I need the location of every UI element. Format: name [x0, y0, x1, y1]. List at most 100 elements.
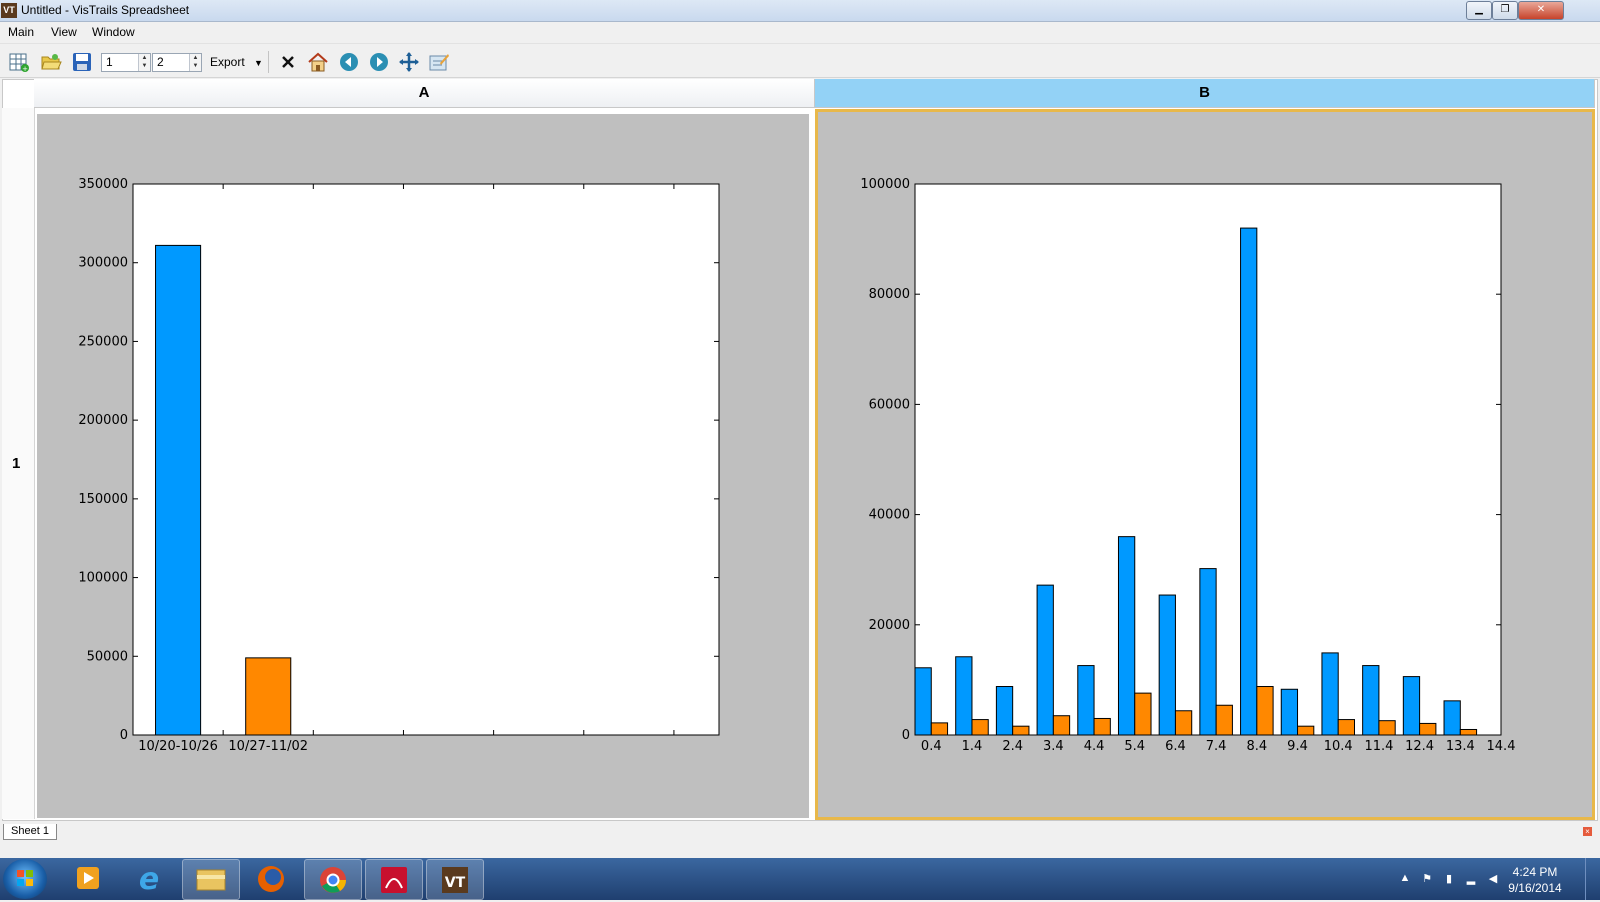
internet-explorer-task[interactable]: e: [121, 859, 177, 898]
spin-arrows-icon[interactable]: ▲ ▼: [189, 54, 201, 71]
x-tick-label: 10/27-11/02: [228, 739, 308, 754]
home-icon[interactable]: [307, 51, 329, 73]
x-tick-label: 1.4: [962, 739, 983, 754]
x-tick-label: 0.4: [921, 739, 942, 754]
volume-muted-icon[interactable]: ◀: [1488, 873, 1498, 885]
network-signal-icon[interactable]: ▂: [1466, 873, 1476, 885]
bar-series1-1.4: [955, 656, 973, 736]
export-button[interactable]: Export ▼: [210, 55, 263, 69]
firefox-task[interactable]: [243, 859, 299, 898]
menu-window[interactable]: Window: [92, 25, 135, 39]
new-sheet-icon[interactable]: +: [8, 51, 30, 73]
bar-series1-0.4: [914, 667, 932, 736]
close-sheet-icon[interactable]: ×: [1583, 827, 1592, 836]
row-header-1[interactable]: 1: [2, 108, 35, 819]
bar-series2-3.4: [1052, 715, 1071, 736]
firefox-icon: [258, 866, 284, 892]
save-icon[interactable]: [71, 51, 93, 73]
adobe-reader-task[interactable]: [365, 859, 423, 900]
bar-series2-0.4: [930, 722, 949, 736]
x-tick-label: 6.4: [1165, 739, 1186, 754]
internet-explorer-icon: e: [139, 862, 159, 897]
bar-series1-3.4: [1036, 584, 1054, 736]
rows-spinbox[interactable]: 1 ▲ ▼: [101, 53, 151, 72]
bar-series1-13.4: [1443, 700, 1461, 736]
system-clock[interactable]: 4:24 PM 9/16/2014: [1500, 864, 1570, 896]
window-title: Untitled - VisTrails Spreadsheet: [21, 3, 190, 17]
menu-main[interactable]: Main: [8, 25, 35, 39]
minimize-icon: ▁: [1475, 4, 1483, 15]
x-tick-label: 10/20-10/26: [138, 739, 218, 754]
y-tick-label: 100000: [860, 177, 910, 192]
toolbar-separator: [268, 51, 269, 73]
bar-series2-7.4: [1215, 704, 1233, 736]
bar-series2-12.4: [1419, 722, 1437, 736]
y-tick-label: 60000: [869, 397, 910, 412]
svg-text:+: +: [22, 65, 28, 73]
bar-10/27-11/02: [245, 657, 292, 736]
toolbar: + 1 ▲ ▼ 2 ▲ ▼ Export ▼: [0, 43, 1600, 78]
media-player-task[interactable]: [60, 859, 116, 898]
y-tick-label: 80000: [869, 287, 910, 302]
bar-series2-13.4: [1459, 728, 1478, 736]
folder-icon: [196, 869, 226, 891]
power-icon[interactable]: ▮: [1445, 873, 1453, 885]
show-desktop-button[interactable]: [1585, 858, 1600, 900]
x-tick-label: 7.4: [1206, 739, 1227, 754]
close-button[interactable]: ✕: [1518, 1, 1564, 20]
back-arrow-icon[interactable]: [338, 51, 360, 73]
file-explorer-task[interactable]: [182, 859, 240, 900]
bar-series1-4.4: [1077, 665, 1095, 736]
dropdown-arrow-icon: ▼: [254, 58, 263, 68]
start-button[interactable]: [3, 859, 47, 899]
minimize-button[interactable]: ▁: [1466, 1, 1492, 20]
sheet-tab-bar: Sheet 1 ×: [0, 822, 1600, 842]
chrome-icon: [320, 867, 347, 893]
x-tick-label: 2.4: [1002, 739, 1023, 754]
bar-series2-8.4: [1256, 686, 1274, 736]
column-header-a[interactable]: A: [34, 79, 815, 108]
y-tick-label: 250000: [78, 334, 128, 349]
y-tick-label: 50000: [87, 649, 128, 664]
bar-series1-8.4: [1240, 227, 1258, 736]
row-label: 1: [12, 455, 21, 472]
sheet-tab-1[interactable]: Sheet 1: [3, 824, 57, 840]
bar-series1-10.4: [1321, 652, 1339, 736]
x-tick-label: 5.4: [1124, 739, 1145, 754]
open-folder-icon[interactable]: [40, 51, 62, 73]
spin-arrows-icon[interactable]: ▲ ▼: [138, 54, 150, 71]
maximize-button[interactable]: ❐: [1492, 1, 1518, 20]
media-player-icon: [77, 867, 99, 889]
clear-cell-icon[interactable]: [277, 51, 299, 73]
show-hidden-icons-icon[interactable]: ▲: [1399, 872, 1411, 884]
menu-view[interactable]: View: [51, 25, 77, 39]
y-tick-label: 300000: [78, 256, 128, 271]
adobe-reader-icon: [381, 867, 407, 893]
svg-text:e: e: [139, 862, 159, 897]
svg-text:VT: VT: [445, 875, 466, 891]
y-tick-label: 0: [120, 728, 128, 743]
forward-arrow-icon[interactable]: [368, 51, 390, 73]
x-tick-label: 9.4: [1287, 739, 1308, 754]
bar-chart-histogram: 0 20000 40000 60000 80000 100000 0.4 1.4 2.4 3.4 4…: [860, 177, 1515, 754]
cell-b1[interactable]: 0 20000 40000 60000 80000 100000 0.4 1.4 2.4 3.4 4…: [818, 111, 1593, 819]
y-tick-label: 150000: [78, 492, 128, 507]
clock-date: 9/16/2014: [1508, 881, 1562, 895]
selected-cell-border: [815, 109, 1595, 820]
chrome-task[interactable]: [304, 859, 362, 900]
windows-logo-icon: [17, 870, 33, 886]
vistrails-task[interactable]: VT: [426, 859, 484, 900]
columns-spinbox[interactable]: 2 ▲ ▼: [152, 53, 202, 72]
column-header-b[interactable]: B: [815, 79, 1595, 108]
x-tick-label: 11.4: [1364, 739, 1393, 754]
pan-move-icon[interactable]: [398, 51, 420, 73]
edit-properties-icon[interactable]: [428, 51, 450, 73]
y-tick-label: 20000: [869, 618, 910, 633]
cell-a1[interactable]: 0 50000 100000 150000 200000 250000 300000 3500…: [37, 114, 809, 818]
bar-series1-11.4: [1362, 665, 1380, 736]
menu-bar: Main View Window: [0, 22, 1600, 42]
x-tick-label: 13.4: [1446, 739, 1475, 754]
vistrails-app-icon: VT: [1, 3, 17, 18]
action-center-flag-icon[interactable]: ⚑: [1422, 873, 1432, 885]
bar-series2-5.4: [1134, 692, 1152, 736]
